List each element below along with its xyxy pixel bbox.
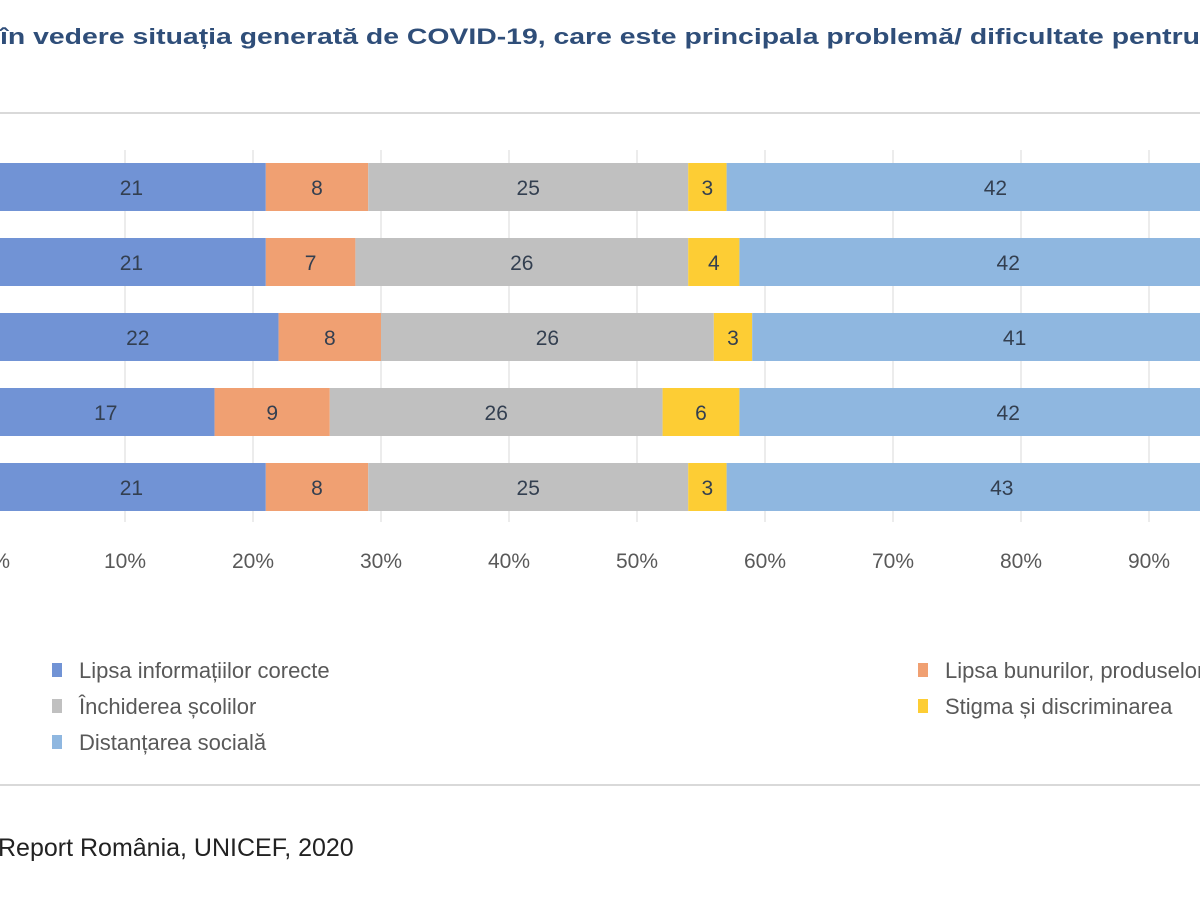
bar-segment	[265, 463, 369, 511]
data-label: 6	[695, 402, 707, 425]
data-label: 9	[266, 402, 278, 425]
data-label: 42	[984, 177, 1007, 200]
bar-segment	[265, 163, 369, 211]
bar-segment	[688, 163, 727, 211]
bar-segment	[368, 463, 689, 511]
chart-title: în vedere situația generată de COVID-19,…	[0, 24, 1200, 49]
bar-segment	[713, 313, 753, 361]
data-label: 43	[990, 477, 1013, 500]
data-label: 41	[1003, 327, 1026, 350]
bars: 21 8 25 3 42 21 7 26 4 42 22 8 26 3 41 17 9 26 6 42 21 8 25 3 43	[0, 163, 1200, 511]
x-tick-label: 10%	[104, 550, 146, 573]
bar-segment	[329, 388, 663, 436]
x-tick-label: 50%	[616, 550, 658, 573]
bar-segment	[662, 388, 740, 436]
x-tick-label: 90%	[1128, 550, 1170, 573]
data-label: 26	[510, 252, 533, 275]
data-label: 17	[94, 402, 117, 425]
bar-segment	[278, 313, 381, 361]
bar-segment	[381, 313, 714, 361]
data-label: 21	[120, 177, 143, 200]
bar-segment	[0, 163, 266, 211]
data-label: 3	[702, 477, 714, 500]
bar-segment	[739, 388, 1200, 436]
bar-segment	[0, 238, 266, 286]
legend-swatch	[52, 699, 62, 713]
data-label: 42	[997, 402, 1020, 425]
data-label: 7	[305, 252, 317, 275]
data-label: 42	[997, 252, 1020, 275]
bar-segment	[0, 313, 279, 361]
bar-segment	[688, 463, 727, 511]
data-label: 21	[120, 252, 143, 275]
legend-swatch	[52, 663, 62, 677]
data-label: 21	[120, 477, 143, 500]
legend: Lipsa informațiilor corecte Lipsa bunuril…	[52, 658, 1200, 755]
bar-segment	[0, 388, 215, 436]
x-tick-label: 70%	[872, 550, 914, 573]
bar-segment	[726, 163, 1200, 211]
bar-segment	[0, 463, 266, 511]
legend-label: Închiderea școlilor	[78, 694, 256, 719]
data-label: 26	[536, 327, 559, 350]
legend-label: Lipsa informațiilor corecte	[79, 658, 330, 683]
bar-segment	[355, 238, 689, 286]
bar-segment	[726, 463, 1200, 511]
x-axis-ticks: % 10% 20% 30% 40% 50% 60% 70% 80% 90%	[0, 550, 1170, 573]
x-tick-label: %	[0, 550, 10, 573]
data-label: 8	[324, 327, 336, 350]
bar-segment	[752, 313, 1200, 361]
legend-swatch	[918, 699, 928, 713]
x-tick-label: 80%	[1000, 550, 1042, 573]
x-tick-label: 60%	[744, 550, 786, 573]
x-tick-label: 40%	[488, 550, 530, 573]
data-label: 25	[517, 477, 540, 500]
legend-label: Stigma și discriminarea	[945, 694, 1173, 719]
bar-segment	[739, 238, 1200, 286]
legend-label: Lipsa bunurilor, produselor și serviciil…	[945, 658, 1200, 683]
x-tick-label: 30%	[360, 550, 402, 573]
data-label: 25	[517, 177, 540, 200]
legend-swatch	[918, 663, 928, 677]
legend-swatch	[52, 735, 62, 749]
data-label: 26	[485, 402, 508, 425]
data-label: 22	[126, 327, 149, 350]
bar-segment	[214, 388, 330, 436]
data-label: 3	[702, 177, 714, 200]
data-label: 3	[727, 327, 739, 350]
bar-segment	[265, 238, 356, 286]
bar-segment	[368, 163, 689, 211]
source-note: Report România, UNICEF, 2020	[0, 834, 354, 862]
x-tick-label: 20%	[232, 550, 274, 573]
data-label: 8	[311, 177, 323, 200]
data-label: 8	[311, 477, 323, 500]
bar-segment	[688, 238, 740, 286]
data-label: 4	[708, 252, 720, 275]
legend-label: Distanțarea socială	[79, 730, 267, 755]
